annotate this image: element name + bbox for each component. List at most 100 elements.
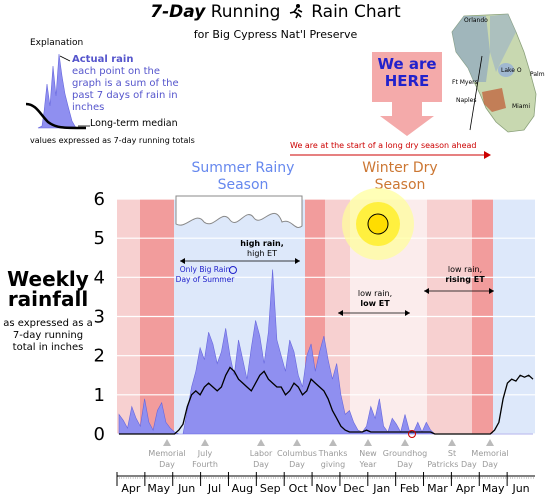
month-label: Jun bbox=[511, 482, 529, 495]
holiday-label: Memorial bbox=[471, 449, 508, 458]
cloud-shape bbox=[175, 195, 303, 228]
month-label: Mar bbox=[427, 482, 448, 495]
y-tick-label: 6 bbox=[94, 189, 105, 210]
holiday-marker-icon bbox=[257, 439, 265, 446]
explanation-rain-area bbox=[37, 53, 77, 129]
callout-arrow-icon bbox=[380, 102, 434, 136]
holiday-marker-icon bbox=[201, 439, 209, 446]
holiday-label: Year bbox=[359, 460, 378, 469]
title-day: -Day bbox=[162, 2, 206, 22]
holiday-marker-icon bbox=[486, 439, 494, 446]
explanation-actual: Actual rain bbox=[72, 54, 134, 65]
holiday-label: giving bbox=[321, 460, 345, 469]
explanation-values-note: values expressed as 7-day running totals bbox=[30, 136, 195, 145]
sun-icon bbox=[342, 188, 414, 260]
annotation-low-rain-2: low rain, bbox=[448, 265, 482, 274]
holiday-markers: Memorial Day July Fourth Labor Day Columbus Day… bbox=[148, 439, 509, 469]
city-label: Naples bbox=[456, 97, 476, 104]
annotation-high-et: high ET bbox=[247, 249, 277, 258]
y-tick-labels: 0 1 2 3 4 5 6 bbox=[94, 189, 105, 445]
season-arrow-icon bbox=[290, 151, 491, 159]
holiday-label: Columbus bbox=[277, 449, 317, 458]
month-label: Feb bbox=[400, 482, 419, 495]
runner-icon bbox=[286, 3, 306, 19]
annotation-big-rain-2: Day of Summer bbox=[176, 275, 236, 284]
current-day-marker bbox=[408, 430, 416, 438]
holiday-marker-icon bbox=[448, 439, 456, 446]
median-series-line bbox=[119, 366, 534, 435]
explanation-median-line bbox=[25, 102, 87, 130]
chart-title: 7-Day Running Rain Chart bbox=[0, 2, 551, 22]
title-rain-chart: Rain Chart bbox=[311, 2, 401, 22]
month-label: Oct bbox=[289, 482, 309, 495]
city-label: Palm Beach bbox=[530, 71, 546, 78]
lake-o bbox=[498, 63, 514, 77]
holiday-label: Patricks Day bbox=[427, 460, 477, 469]
holiday-label: Day bbox=[289, 460, 305, 469]
y-tick-label: 4 bbox=[94, 267, 105, 288]
title-running: Running bbox=[210, 2, 281, 22]
month-label: Nov bbox=[315, 482, 337, 495]
explanation-diagram bbox=[25, 53, 90, 130]
month-label: Apr bbox=[121, 482, 141, 495]
cloud-icon bbox=[175, 195, 303, 228]
y-tick-label: 3 bbox=[94, 307, 105, 328]
holiday-label: Day bbox=[397, 460, 413, 469]
holiday-label: New bbox=[359, 449, 377, 458]
annotation-low-et: low ET bbox=[360, 299, 390, 308]
chart-subtitle: for Big Cypress Nat'l Preserve bbox=[193, 28, 358, 41]
holiday-label: July bbox=[197, 449, 213, 458]
holiday-label: Memorial bbox=[148, 449, 185, 458]
holiday-label: Labor bbox=[250, 449, 273, 458]
holiday-label: Day bbox=[253, 460, 269, 469]
title-num: 7 bbox=[150, 2, 163, 22]
holiday-marker-icon bbox=[163, 439, 171, 446]
city-label: Orlando bbox=[464, 17, 488, 24]
month-axis: Apr May Jun Jul Aug Sep Oct Nov Dec Jan Feb Mar Apr M… bbox=[116, 472, 535, 495]
city-label: Miami bbox=[512, 103, 530, 110]
city-label: Lake O bbox=[501, 67, 522, 74]
holiday-label: Fourth bbox=[192, 460, 218, 469]
city-label: Ft Myers bbox=[452, 79, 478, 86]
pointer-line bbox=[469, 55, 483, 131]
florida-map: Orlando Lake O Ft Myers Palm Beach Naple… bbox=[446, 12, 546, 134]
annotation-big-rain: Only Big Rain bbox=[180, 265, 231, 274]
winter-season-label: Winter Dry Season bbox=[362, 160, 438, 193]
y-tick-label: 0 bbox=[94, 424, 105, 445]
holiday-marker-icon bbox=[329, 439, 337, 446]
month-label: Sep bbox=[260, 482, 281, 495]
florida-east-region bbox=[490, 14, 516, 72]
summer-season-label: Summer Rainy Season bbox=[191, 160, 295, 193]
holiday-marker-icon bbox=[401, 439, 409, 446]
month-label: Jan bbox=[372, 482, 390, 495]
holiday-label: Groundhog bbox=[383, 449, 427, 458]
month-label: Dec bbox=[343, 482, 364, 495]
holiday-label: Day bbox=[159, 460, 175, 469]
season-note: We are at the start of a long dry season… bbox=[290, 141, 477, 150]
holiday-label: Day bbox=[482, 460, 498, 469]
y-tick-label: 1 bbox=[94, 385, 105, 406]
month-label: May bbox=[482, 482, 505, 495]
ylabel-weekly: Weekly bbox=[7, 267, 89, 291]
explanation-median: Long-term median bbox=[90, 118, 178, 129]
sun-core bbox=[367, 213, 389, 235]
month-label: Apr bbox=[456, 482, 476, 495]
explanation-title: Explanation bbox=[30, 38, 84, 48]
month-label: May bbox=[147, 482, 170, 495]
holiday-marker-icon bbox=[364, 439, 372, 446]
median-line bbox=[119, 366, 534, 435]
annotation-low-rain: low rain, bbox=[358, 289, 392, 298]
annotation-rising-et: rising ET bbox=[445, 275, 485, 284]
ylabel-rainfall: rainfall bbox=[7, 287, 89, 311]
we-are-here-callout: We are HERE bbox=[372, 52, 442, 102]
annotation-high-rain: high rain, bbox=[240, 239, 283, 248]
y-tick-label: 2 bbox=[94, 346, 105, 367]
big-rain-marker bbox=[229, 266, 237, 274]
explanation-text: each point on the graph is a sum of the … bbox=[72, 66, 179, 113]
holiday-marker-icon bbox=[293, 439, 301, 446]
month-label: Aug bbox=[232, 482, 253, 495]
holiday-label: Thanks bbox=[318, 449, 348, 458]
month-label: Jun bbox=[177, 482, 195, 495]
